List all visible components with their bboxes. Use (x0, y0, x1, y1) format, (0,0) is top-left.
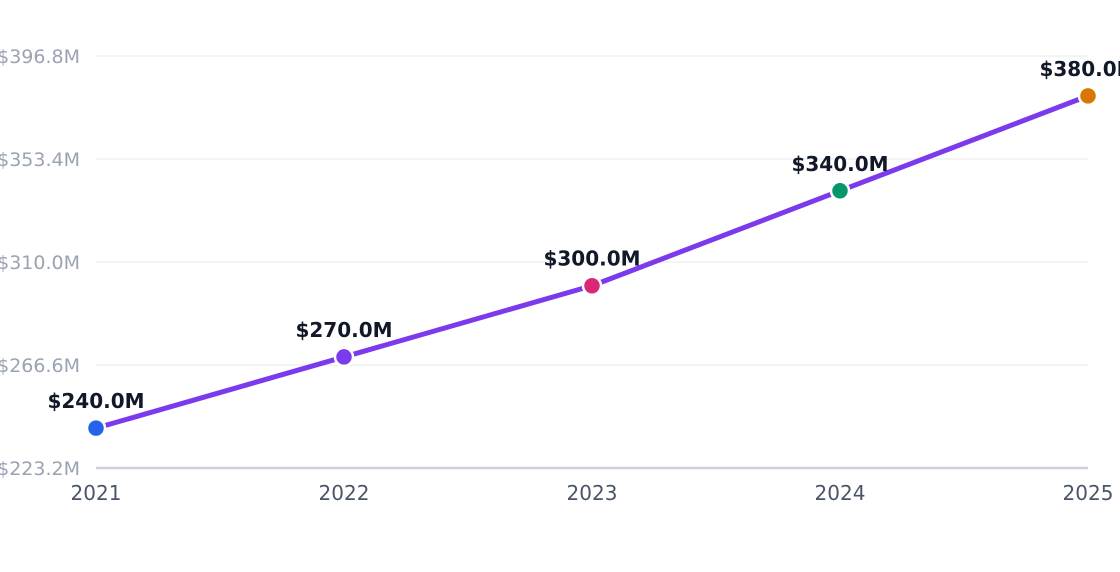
y-tick-label: $310.0M (0, 252, 80, 274)
data-label: $270.0M (295, 318, 392, 342)
data-point (333, 346, 355, 368)
x-tick-label: 2021 (71, 481, 122, 505)
x-tick-label: 2023 (567, 481, 618, 505)
data-labels: $240.0M $270.0M $300.0M $340.0M $380.0M (47, 57, 1120, 413)
y-tick-label: $266.6M (0, 355, 80, 377)
x-axis-tick-labels: 2021 2022 2023 2024 2025 (71, 481, 1114, 505)
data-points (85, 85, 1099, 439)
x-tick-label: 2022 (319, 481, 370, 505)
data-point (581, 275, 603, 296)
y-tick-label: $223.2M (0, 458, 80, 480)
x-tick-label: 2025 (1063, 481, 1114, 505)
data-label: $240.0M (47, 389, 144, 413)
y-tick-label: $396.8M (0, 46, 80, 68)
gridlines (96, 55, 1088, 366)
data-label: $380.0M (1039, 57, 1120, 81)
data-point (85, 417, 107, 439)
y-axis-tick-labels: $223.2M $266.6M $310.0M $353.4M $396.8M (0, 46, 80, 480)
x-tick-label: 2024 (815, 481, 866, 505)
y-tick-label: $353.4M (0, 149, 80, 171)
data-label: $300.0M (543, 247, 640, 271)
data-label: $340.0M (791, 152, 888, 176)
data-point (829, 180, 851, 202)
data-point (1077, 85, 1099, 107)
